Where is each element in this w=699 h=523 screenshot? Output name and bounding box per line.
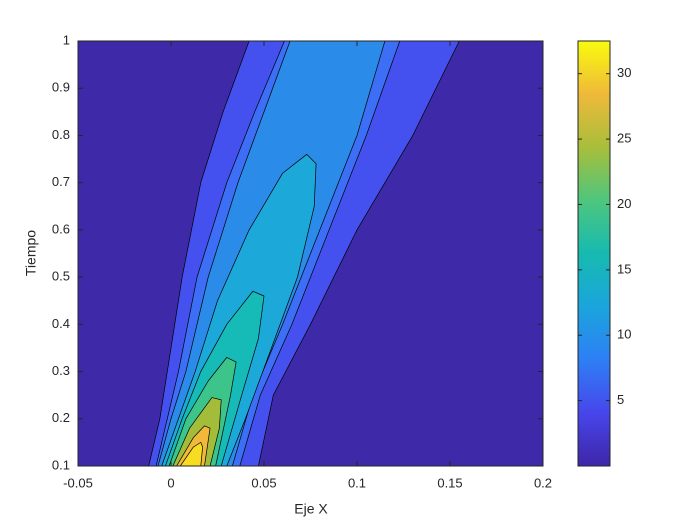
y-tick-label: 0.6 bbox=[52, 221, 70, 236]
x-tick-label: 0.05 bbox=[251, 475, 276, 490]
colorbar-tick-label: 5 bbox=[617, 392, 624, 407]
x-tick-label: 0.1 bbox=[348, 475, 366, 490]
colorbar-tick-label: 30 bbox=[617, 65, 631, 80]
y-tick-label: 0.2 bbox=[52, 410, 70, 425]
x-tick-label: 0.2 bbox=[534, 475, 552, 490]
contour-region bbox=[179, 442, 203, 466]
x-tick-label: 0 bbox=[167, 475, 174, 490]
colorbar-tick-label: 25 bbox=[617, 131, 631, 146]
colorbar-tick-label: 10 bbox=[617, 327, 631, 342]
x-tick-label: 0.15 bbox=[437, 475, 462, 490]
contour-region bbox=[172, 397, 222, 466]
axes-box bbox=[77, 40, 544, 467]
x-tick-label: -0.05 bbox=[63, 475, 93, 490]
y-tick-label: 0.4 bbox=[52, 316, 70, 331]
y-tick-label: 0.1 bbox=[52, 457, 70, 472]
y-tick-label: 0.5 bbox=[52, 269, 70, 284]
x-axis-label: Eje X bbox=[294, 501, 328, 517]
y-tick-label: 0.8 bbox=[52, 127, 70, 142]
y-tick-label: 0.3 bbox=[52, 363, 70, 378]
colorbar-tick-label: 20 bbox=[617, 196, 631, 211]
colorbar bbox=[577, 40, 611, 467]
y-tick-label: 1 bbox=[63, 32, 70, 47]
y-axis-label: Tiempo bbox=[23, 230, 39, 276]
colorbar-tick-label: 15 bbox=[617, 261, 631, 276]
y-tick-label: 0.7 bbox=[52, 174, 70, 189]
contour-group bbox=[148, 41, 460, 466]
y-tick-label: 0.9 bbox=[52, 80, 70, 95]
